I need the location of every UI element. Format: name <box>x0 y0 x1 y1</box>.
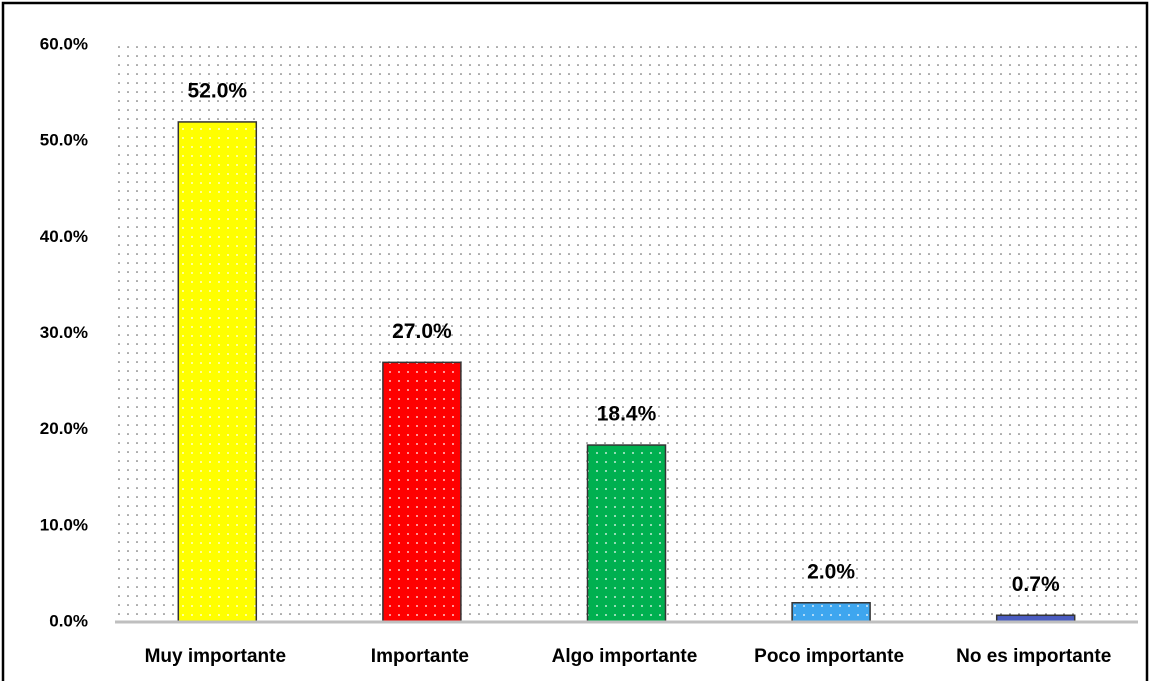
bar <box>177 121 258 623</box>
bar <box>382 361 462 623</box>
bar <box>791 602 871 623</box>
x-tick-label: Algo importante <box>552 646 698 667</box>
y-tick-label: 50.0% <box>40 131 88 150</box>
x-tick-label: Muy importante <box>145 646 286 667</box>
y-tick-label: 40.0% <box>40 227 88 246</box>
value-label: 0.7% <box>1012 573 1060 596</box>
value-label: 2.0% <box>807 560 855 583</box>
value-label: 52.0% <box>188 79 248 102</box>
y-tick-label: 60.0% <box>40 34 88 53</box>
y-tick-label: 20.0% <box>40 419 88 438</box>
y-tick-label: 0.0% <box>49 611 88 630</box>
x-tick-label: Importante <box>371 646 469 667</box>
value-label: 18.4% <box>597 403 657 426</box>
y-tick-label: 30.0% <box>40 323 88 342</box>
value-label: 27.0% <box>392 320 452 343</box>
x-tick-label: No es importante <box>956 646 1111 667</box>
y-tick-label: 10.0% <box>40 515 88 534</box>
x-tick-label: Poco importante <box>754 646 904 667</box>
bar <box>586 444 667 623</box>
